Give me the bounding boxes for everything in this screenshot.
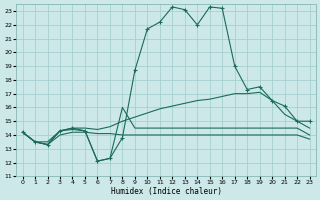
- X-axis label: Humidex (Indice chaleur): Humidex (Indice chaleur): [111, 187, 221, 196]
